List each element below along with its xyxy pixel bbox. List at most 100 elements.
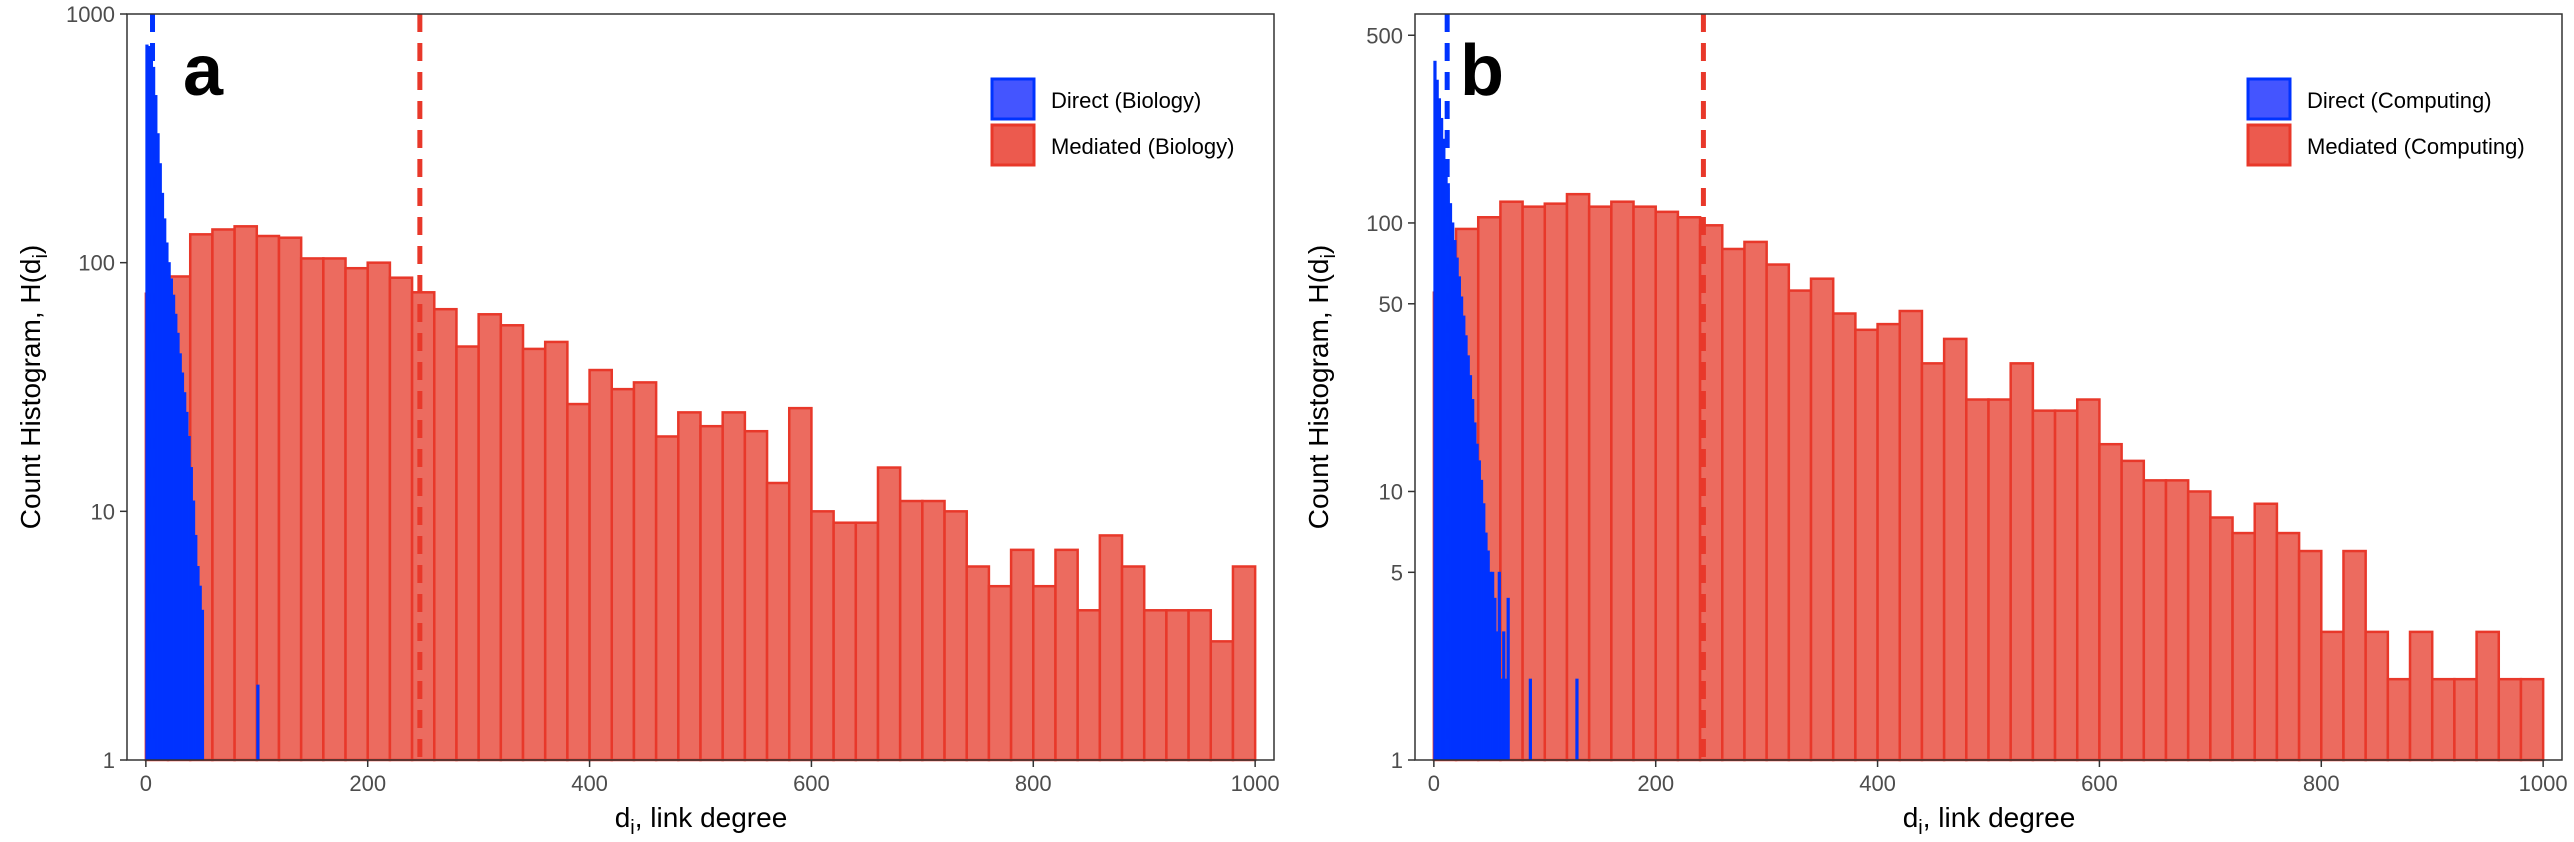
mediated-bar [854, 521, 880, 762]
panel-a: 0 200 400 600 800 1000 1 10 100 1000 a di, link … [15, 2, 1280, 839]
mediated-bar [1521, 205, 1547, 762]
mediated-bar [410, 291, 436, 762]
mediated-bar [1032, 584, 1057, 762]
direct-bar [1528, 678, 1532, 761]
panel-b: 0 200 400 600 800 1000 1 5 10 50 100 500 b di, lin… [1303, 13, 2568, 839]
mediated-bar [1165, 609, 1190, 762]
legend-key-direct [2246, 77, 2292, 121]
mediated-bar [211, 228, 236, 762]
mediated-bar [765, 481, 791, 762]
mediated-bar [1654, 210, 1680, 762]
mediated-bar [1743, 240, 1768, 762]
mediated-bar [965, 565, 991, 762]
x-tick-label: 600 [2081, 771, 2118, 796]
x-tick-label: 800 [1015, 771, 1052, 796]
y-tick-label: 500 [1366, 23, 1403, 48]
x-tick-label: 800 [2303, 771, 2340, 796]
mediated-bar [2031, 409, 2057, 762]
mediated-bar [588, 368, 614, 762]
mediated-bar [1543, 202, 1569, 762]
direct-bar [1575, 678, 1579, 761]
panel-b-y-axis-title: Count Histogram, H(di) [1303, 245, 1340, 530]
direct-bar [256, 684, 260, 761]
mediated-bar [1098, 534, 1124, 762]
mediated-bar [1142, 609, 1168, 762]
mediated-bar [654, 435, 680, 762]
mediated-bar [1231, 565, 1257, 762]
y-tick-label: 1000 [66, 2, 115, 27]
mediated-bar [2430, 677, 2456, 762]
mediated-bar [1610, 200, 1635, 762]
mediated-bar [632, 381, 658, 762]
legend-label-mediated: Mediated (Biology) [1051, 134, 1234, 159]
mediated-bar [1565, 192, 1591, 762]
mediated-bar [543, 340, 569, 762]
mediated-bar [2164, 479, 2190, 762]
panel-b-label: b [1460, 31, 1504, 111]
mediated-bar [721, 411, 747, 762]
panel-b-plot-content [1432, 14, 2545, 762]
mediated-bar [1120, 565, 1146, 762]
panel-a-y-axis-title: Count Histogram, H(di) [15, 245, 52, 530]
x-tick-label: 200 [349, 771, 386, 796]
mediated-bar [2209, 516, 2234, 762]
mediated-bar [876, 466, 902, 762]
legend-label-direct: Direct (Computing) [2307, 88, 2492, 113]
panel-a-x-axis: 0 200 400 600 800 1000 [140, 760, 1280, 796]
legend-label-direct: Direct (Biology) [1051, 88, 1201, 113]
panel-a-plot-border [126, 13, 1275, 761]
mediated-bar [455, 345, 480, 762]
mediated-bar [1765, 263, 1791, 762]
y-tick-label: 1 [1391, 748, 1403, 773]
mediated-bar [810, 510, 835, 762]
mediated-bar [1898, 309, 1924, 762]
direct-bar [200, 684, 205, 761]
mediated-bar [566, 402, 591, 762]
y-tick-label: 1 [103, 748, 115, 773]
legend-key-direct [990, 77, 1036, 121]
mediated-bar [2475, 630, 2501, 762]
mediated-bar [2053, 409, 2079, 762]
mediated-bar [921, 499, 946, 762]
mediated-bar [1787, 289, 1813, 762]
mediated-bar [2408, 630, 2434, 762]
mediated-bar [2453, 677, 2478, 762]
mediated-bar [943, 510, 968, 762]
mediated-bar [1209, 640, 1235, 762]
mediated-bar [1076, 609, 1102, 762]
y-tick-label: 10 [91, 499, 115, 524]
y-tick-label: 100 [1366, 211, 1403, 236]
mediated-bar [898, 499, 924, 762]
mediated-bar [987, 584, 1013, 762]
mediated-bar [521, 347, 547, 762]
x-tick-label: 1000 [1231, 771, 1280, 796]
mediated-bar [2098, 442, 2123, 762]
mediated-bar [2142, 479, 2168, 762]
legend-key-mediated [990, 123, 1036, 167]
mediated-bar [2231, 531, 2256, 762]
mediated-bar [2497, 677, 2523, 762]
mediated-bar [787, 406, 813, 762]
mediated-bar [2075, 398, 2101, 762]
mediated-bar [2320, 630, 2345, 762]
mediated-bar [233, 225, 259, 762]
mediated-bar [2009, 362, 2035, 762]
mediated-bar [2297, 549, 2323, 762]
x-tick-label: 1000 [2519, 771, 2568, 796]
mediated-bar [1854, 328, 1879, 762]
mediated-bar [2275, 531, 2301, 762]
mediated-bar [388, 276, 414, 762]
direct-bar [1506, 597, 1510, 761]
mediated-bar [1831, 312, 1857, 762]
mediated-bar [610, 387, 636, 762]
panel-a-x-axis-title: di, link degree [615, 802, 788, 839]
x-tick-label: 0 [140, 771, 152, 796]
panel-a-label: a [183, 31, 224, 111]
mediated-bar [1632, 205, 1657, 762]
mediated-bar [1587, 205, 1613, 762]
mediated-bar [1009, 548, 1035, 762]
mediated-bar [2342, 549, 2367, 762]
panel-b-x-axis: 0 200 400 600 800 1000 [1428, 760, 2568, 796]
mediated-bar [1187, 609, 1213, 762]
mediated-bar [1942, 337, 1968, 762]
